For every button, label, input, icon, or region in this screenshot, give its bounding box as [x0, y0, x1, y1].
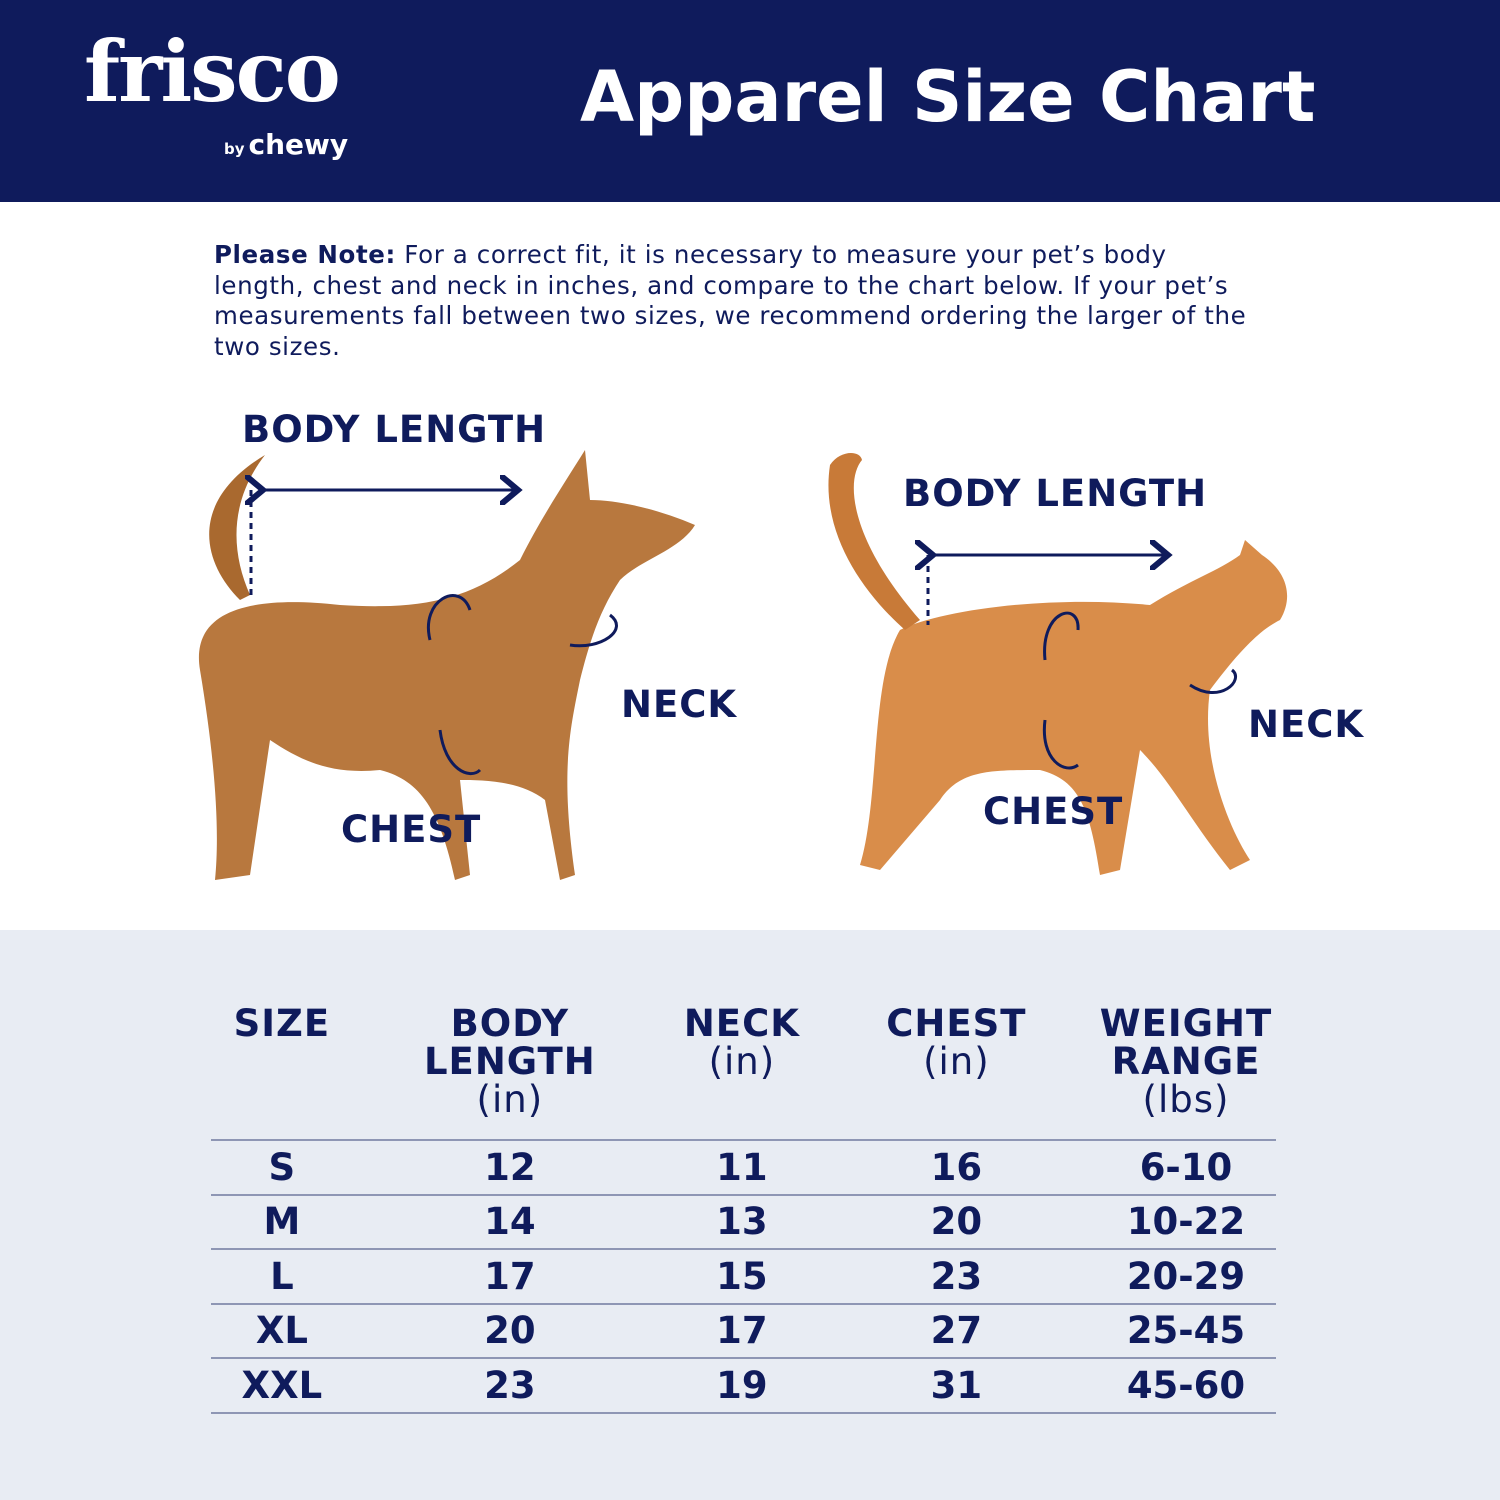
cat-neck-label: NECK [1248, 703, 1365, 746]
cell-neck: 11 [666, 1139, 817, 1195]
cell-size: XL [211, 1302, 353, 1358]
table-row: S 12 11 16 6-10 [211, 1139, 1276, 1195]
cell-body-length: 14 [352, 1193, 667, 1249]
table-header-row: SIZE BODY LENGTH (in) NECK (in) CHEST (in) … [211, 1005, 1276, 1140]
logo-text: frisco [84, 22, 341, 121]
table-row: XL 20 17 27 25-45 [211, 1302, 1276, 1358]
pet-measurement-diagram [198, 450, 1288, 880]
table-row: XXL 23 19 31 45-60 [211, 1357, 1276, 1414]
header-chest: CHEST (in) [886, 1002, 1027, 1083]
dog-neck-arrow [569, 613, 618, 648]
cat-illustration [828, 453, 1288, 875]
table-row: L 17 15 23 20-29 [211, 1248, 1276, 1304]
cell-size: M [211, 1193, 353, 1249]
cat-chest-label: CHEST [983, 790, 1124, 833]
cell-chest: 27 [816, 1302, 1096, 1358]
cat-chest-arrow [1043, 611, 1080, 661]
logo-chewy: chewy [248, 128, 349, 161]
header-weight-range: WEIGHT RANGE (lbs) [1099, 1002, 1273, 1121]
cat-body-length-label: BODY LENGTH [903, 472, 1208, 515]
cell-neck: 13 [666, 1193, 817, 1249]
cell-body-length: 20 [352, 1302, 667, 1358]
cell-body-length: 12 [352, 1139, 667, 1195]
cell-chest: 31 [816, 1357, 1096, 1414]
logo-by: by [224, 140, 245, 158]
header: frisco by chewy Apparel Size Chart [0, 0, 1500, 202]
cell-body-length: 23 [352, 1357, 667, 1414]
cell-body-length: 17 [352, 1248, 667, 1304]
measurement-arrows [251, 490, 1237, 776]
dog-illustration [198, 450, 696, 880]
cell-neck: 17 [666, 1302, 817, 1358]
cell-neck: 15 [666, 1248, 817, 1304]
cell-size: L [211, 1248, 353, 1304]
dog-neck-label: NECK [621, 683, 738, 726]
size-table: SIZE BODY LENGTH (in) NECK (in) CHEST (in) … [211, 1005, 1276, 1414]
table-row: M 14 13 20 10-22 [211, 1193, 1276, 1249]
logo-sub: by chewy [224, 128, 348, 161]
dog-chest-lower-arrow [438, 729, 482, 776]
note-text: For a correct fit, it is necessary to me… [214, 240, 1247, 361]
header-size: SIZE [233, 1002, 331, 1045]
page-title: Apparel Size Chart [580, 56, 1316, 138]
cell-weight: 6-10 [1095, 1139, 1276, 1195]
cell-size: S [211, 1139, 353, 1195]
header-neck: NECK (in) [683, 1002, 800, 1083]
please-note: Please Note: For a correct fit, it is ne… [214, 240, 1254, 362]
header-body-length: BODY LENGTH (in) [423, 1002, 596, 1121]
cell-chest: 20 [816, 1193, 1096, 1249]
dog-chest-arrow [426, 594, 472, 641]
cell-neck: 19 [666, 1357, 817, 1414]
cat-chest-lower-arrow [1042, 719, 1079, 770]
cell-size: XXL [211, 1357, 353, 1414]
cell-chest: 23 [816, 1248, 1096, 1304]
cell-weight: 45-60 [1095, 1357, 1276, 1414]
cell-weight: 10-22 [1095, 1193, 1276, 1249]
size-table-section: SIZE BODY LENGTH (in) NECK (in) CHEST (in) … [0, 930, 1500, 1500]
cell-weight: 25-45 [1095, 1302, 1276, 1358]
cell-chest: 16 [816, 1139, 1096, 1195]
cell-weight: 20-29 [1095, 1248, 1276, 1304]
frisco-logo: frisco by chewy [84, 22, 348, 162]
dog-chest-label: CHEST [341, 808, 482, 851]
dog-body-length-label: BODY LENGTH [242, 408, 547, 451]
note-label: Please Note: [214, 240, 396, 269]
cat-neck-arrow [1189, 668, 1237, 694]
